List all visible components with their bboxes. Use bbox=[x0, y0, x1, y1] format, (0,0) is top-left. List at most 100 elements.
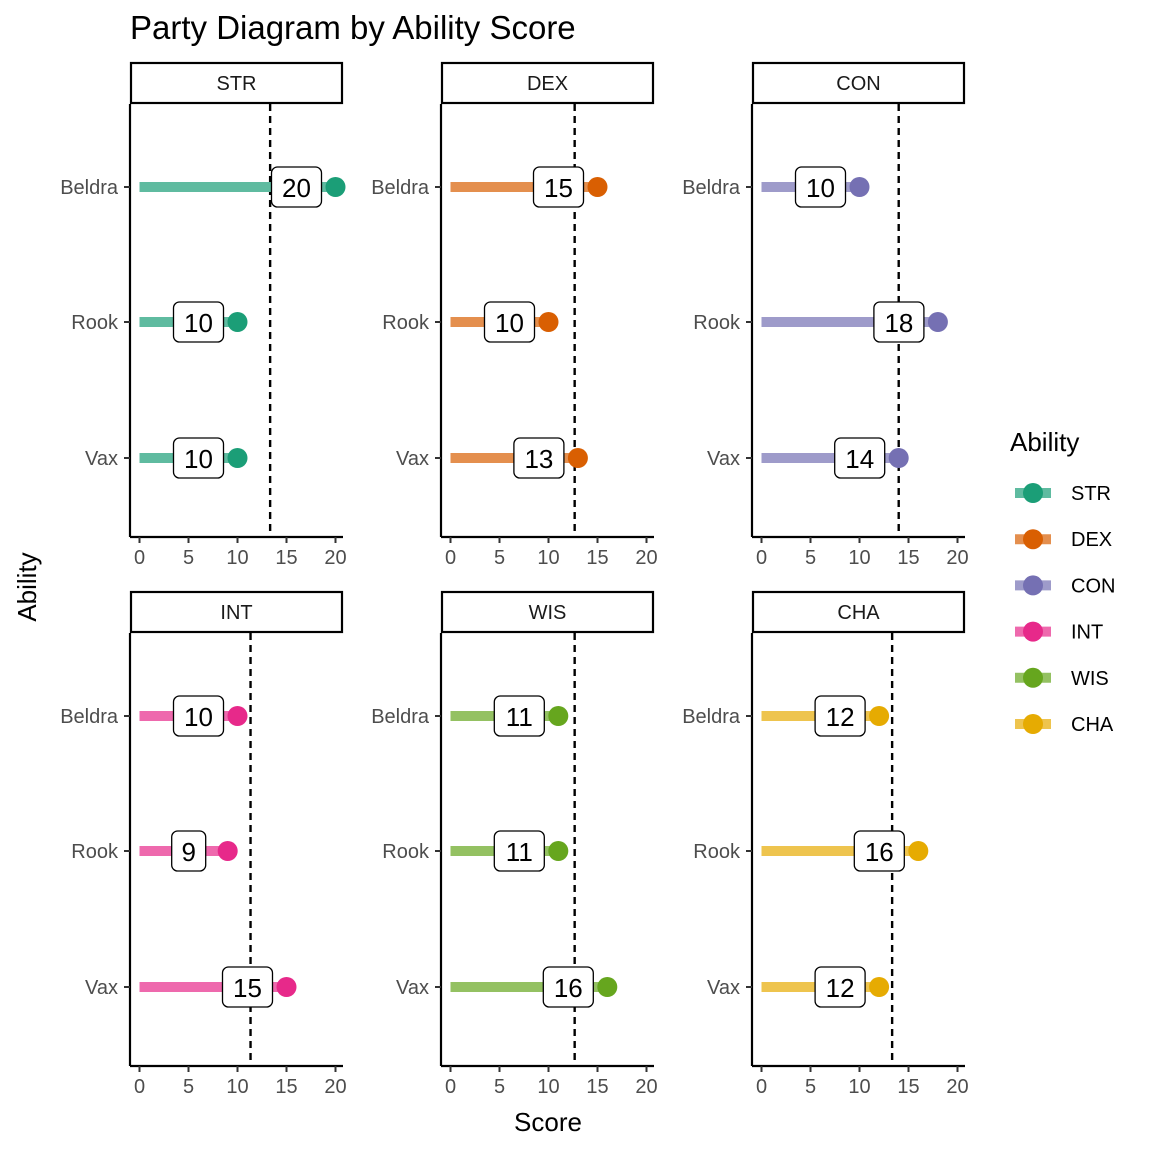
y-tick-label: Rook bbox=[382, 841, 430, 863]
x-tick-label: 0 bbox=[134, 547, 145, 569]
value-label-box bbox=[172, 437, 225, 479]
legend-key-point bbox=[1023, 621, 1043, 642]
x-tick-label: 10 bbox=[537, 547, 559, 569]
strip-label: CON bbox=[836, 73, 880, 95]
value-label: 15 bbox=[544, 173, 573, 203]
value-label: 12 bbox=[826, 973, 855, 1003]
panel-dex: DEX 0 5 10 15 20 Beldra 15 Rook 10 Vax 13 bbox=[371, 61, 658, 569]
facet-panels: STR 0 5 10 15 20 Beldra 20 Rook 10 Vax 10 DEX 0 5 10 15 2… bbox=[60, 61, 969, 1098]
y-tick-label: Vax bbox=[396, 977, 429, 999]
strip-box bbox=[129, 590, 344, 634]
y-tick-label: Beldra bbox=[682, 177, 741, 199]
y-tick-label: Vax bbox=[85, 448, 118, 470]
x-tick-label: 15 bbox=[586, 547, 608, 569]
value-label: 12 bbox=[826, 702, 855, 732]
y-tick-label: Beldra bbox=[371, 177, 430, 199]
x-tick-label: 5 bbox=[183, 1076, 194, 1098]
value-label-box bbox=[532, 166, 585, 208]
legend-item-str: STR bbox=[1015, 483, 1111, 505]
lollipop-point bbox=[227, 706, 248, 726]
lollipop-point bbox=[567, 448, 588, 468]
legend-label: WIS bbox=[1071, 668, 1109, 690]
x-tick-label: 20 bbox=[324, 547, 346, 569]
x-tick-label: 10 bbox=[848, 1076, 870, 1098]
legend-item-con: CON bbox=[1015, 575, 1115, 597]
x-tick-label: 15 bbox=[897, 547, 919, 569]
value-label-box bbox=[814, 966, 866, 1008]
value-label: 10 bbox=[184, 702, 213, 732]
x-tick-label: 10 bbox=[226, 547, 248, 569]
panel-wis: WIS 0 5 10 15 20 Beldra 11 Rook 11 Vax 16 bbox=[371, 590, 658, 1098]
legend-item-cha: CHA bbox=[1015, 714, 1114, 736]
value-label-box bbox=[834, 437, 886, 479]
value-label-box bbox=[542, 966, 594, 1008]
value-label-box bbox=[483, 301, 536, 343]
y-tick-label: Beldra bbox=[371, 706, 430, 728]
value-label: 11 bbox=[506, 837, 533, 867]
value-label: 11 bbox=[506, 702, 533, 732]
legend-label: CON bbox=[1071, 575, 1115, 597]
lollipop-point bbox=[276, 977, 297, 997]
value-label-box bbox=[172, 301, 225, 343]
y-axis-title: Ability bbox=[12, 552, 42, 621]
x-tick-label: 5 bbox=[805, 547, 816, 569]
value-label-box bbox=[513, 437, 565, 479]
y-tick-label: Rook bbox=[71, 841, 119, 863]
legend-item-int: INT bbox=[1015, 621, 1103, 644]
lollipop-point bbox=[548, 841, 569, 861]
x-tick-label: 5 bbox=[805, 1076, 816, 1098]
lollipop-point bbox=[869, 706, 890, 726]
lollipop-point bbox=[325, 177, 346, 197]
value-label: 20 bbox=[282, 173, 311, 203]
y-tick-label: Beldra bbox=[60, 177, 119, 199]
x-tick-label: 0 bbox=[756, 1076, 767, 1098]
legend-title: Ability bbox=[1010, 427, 1079, 457]
value-label: 10 bbox=[184, 308, 213, 338]
legend-label: STR bbox=[1071, 483, 1111, 505]
lollipop-point bbox=[548, 706, 569, 726]
chart-title: Party Diagram by Ability Score bbox=[130, 9, 576, 46]
value-label-box bbox=[853, 830, 905, 872]
lollipop-point bbox=[927, 312, 948, 332]
x-tick-label: 15 bbox=[275, 1076, 297, 1098]
value-label: 16 bbox=[554, 973, 583, 1003]
value-label-box bbox=[814, 695, 866, 737]
legend-item-wis: WIS bbox=[1015, 667, 1109, 690]
x-tick-label: 20 bbox=[324, 1076, 346, 1098]
panel-cha: CHA 0 5 10 15 20 Beldra 12 Rook 16 Vax 12 bbox=[682, 590, 969, 1098]
lollipop-point bbox=[597, 977, 618, 997]
value-label-box bbox=[493, 695, 545, 737]
panel-str: STR 0 5 10 15 20 Beldra 20 Rook 10 Vax 10 bbox=[60, 61, 347, 569]
value-label: 15 bbox=[233, 973, 262, 1003]
x-tick-label: 20 bbox=[635, 1076, 657, 1098]
strip-box bbox=[751, 61, 966, 105]
x-tick-label: 20 bbox=[635, 547, 657, 569]
legend-key-point bbox=[1023, 575, 1043, 596]
y-tick-label: Rook bbox=[382, 312, 430, 334]
legend-key-point bbox=[1023, 667, 1043, 688]
lollipop-point bbox=[888, 448, 909, 468]
strip-box bbox=[751, 590, 966, 634]
legend: Ability STR DEX CON INT WIS CHA bbox=[1010, 427, 1115, 736]
y-tick-label: Vax bbox=[707, 448, 740, 470]
value-label: 10 bbox=[184, 444, 213, 474]
value-label: 10 bbox=[806, 173, 835, 203]
legend-key-point bbox=[1023, 529, 1043, 550]
value-label: 18 bbox=[884, 308, 913, 338]
y-tick-label: Beldra bbox=[60, 706, 119, 728]
y-tick-label: Vax bbox=[396, 448, 429, 470]
lollipop-point bbox=[227, 448, 248, 468]
legend-label: CHA bbox=[1071, 714, 1114, 736]
x-tick-label: 10 bbox=[226, 1076, 248, 1098]
strip-label: STR bbox=[217, 73, 257, 95]
x-tick-label: 15 bbox=[897, 1076, 919, 1098]
lollipop-point bbox=[587, 177, 608, 197]
strip-label: INT bbox=[220, 602, 252, 624]
value-label-box bbox=[221, 966, 274, 1008]
legend-key-point bbox=[1023, 483, 1043, 503]
value-label-box bbox=[171, 830, 207, 872]
y-tick-label: Rook bbox=[693, 312, 741, 334]
x-tick-label: 0 bbox=[756, 547, 767, 569]
